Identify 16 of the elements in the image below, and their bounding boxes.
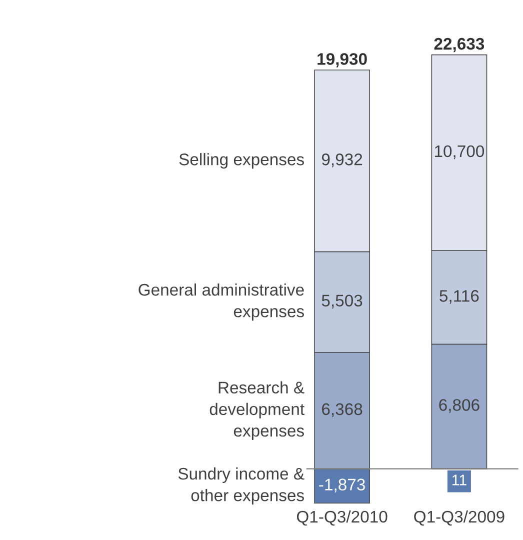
series-label: Research & development expenses xyxy=(210,381,304,440)
x-tick-label: Q1-Q3/2010 xyxy=(296,510,388,526)
data-label: -1,873 xyxy=(319,478,365,492)
data-label: 6,368 xyxy=(322,403,362,418)
data-label: 10,700 xyxy=(434,145,484,160)
series-label: Selling expenses xyxy=(179,153,304,169)
data-label: 6,806 xyxy=(439,399,480,413)
data-label: 11 xyxy=(452,474,466,486)
data-label: 5,116 xyxy=(440,290,479,304)
data-label: 9,932 xyxy=(322,154,362,168)
total-label: 22,633 xyxy=(434,38,484,52)
series-label: General administrative expenses xyxy=(138,283,304,321)
total-label: 19,930 xyxy=(318,53,367,68)
data-label: 5,503 xyxy=(322,294,362,308)
x-tick-label: Q1-Q3/2009 xyxy=(414,510,504,526)
series-label: Sundry income & other expenses xyxy=(178,467,304,505)
